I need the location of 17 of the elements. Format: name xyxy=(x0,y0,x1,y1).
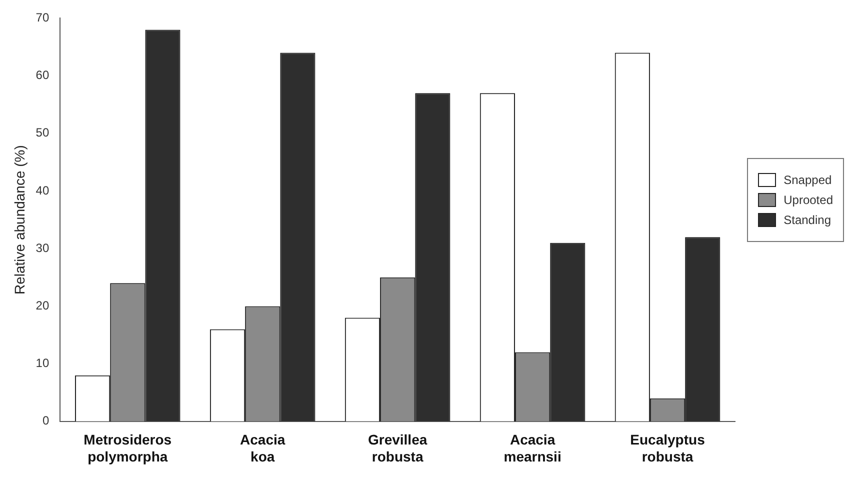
y-axis-title: Relative abundance (%) xyxy=(11,145,28,295)
y-tick-label: 20 xyxy=(36,298,50,313)
x-tick-label: Acacia mearnsii xyxy=(504,432,562,464)
legend-label: Snapped xyxy=(784,173,832,187)
y-tick-label: 60 xyxy=(36,68,50,82)
y-tick-label: 0 xyxy=(42,414,50,428)
x-tick-label: Eucalyptus robusta xyxy=(630,432,706,464)
y-tick-label: 50 xyxy=(36,126,50,140)
y-tick-label: 30 xyxy=(36,240,50,255)
x-tick-label: Metrosideros polymorpha xyxy=(84,432,172,464)
legend-label: Uprooted xyxy=(784,193,833,207)
y-tick-label: 70 xyxy=(36,10,50,25)
x-tick-label: Acacia koa xyxy=(240,432,286,464)
y-tick-label: 40 xyxy=(36,183,50,198)
legend-label: Standing xyxy=(784,213,831,227)
x-tick-label: Grevillea robusta xyxy=(368,432,428,464)
y-tick-label: 10 xyxy=(36,356,50,370)
